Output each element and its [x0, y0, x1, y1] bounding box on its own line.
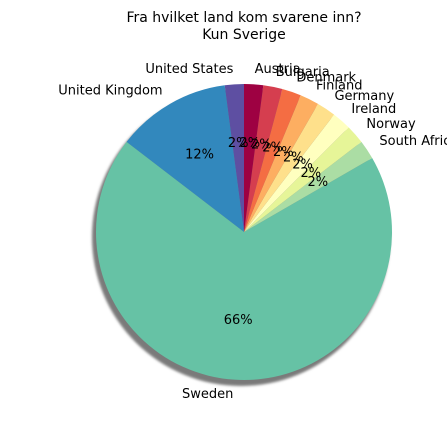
percent-label-ireland: 2%: [292, 158, 313, 173]
pie-slice-norway: [244, 127, 362, 232]
percent-label-sweden: 66%: [224, 313, 253, 328]
percent-label-denmark: 2%: [262, 140, 283, 155]
percent-label-norway: 2%: [300, 166, 321, 181]
slice-label-united-states: United States: [145, 62, 233, 77]
chart-title: Fra hvilket land kom svarene inn?: [126, 10, 361, 26]
slice-label-south-africa: South Africa: [379, 134, 447, 149]
slice-label-bulgaria: Bulgaria: [276, 65, 330, 80]
pie-slice-austria: [244, 84, 264, 232]
pie-slices: [96, 84, 393, 381]
chart-subtitle: Kun Sverige: [202, 27, 286, 43]
pie-slice-united-states: [224, 84, 244, 232]
pie-slice-south-africa: [244, 141, 373, 232]
pie-slice-denmark: [244, 89, 301, 233]
slice-label-sweden: Sweden: [182, 387, 233, 402]
pie-slice-united-kingdom: [126, 85, 244, 232]
pie-slice-germany: [244, 103, 335, 232]
percent-label-united-states: 2%: [228, 136, 249, 151]
percent-labels: 2%12%66%2%2%2%2%2%2%2%2%: [185, 136, 328, 328]
slice-labels: United States United Kingdom Sweden South A…: [58, 62, 447, 402]
percent-label-germany: 2%: [283, 151, 304, 166]
pie-slice-bulgaria: [244, 85, 283, 232]
slice-label-norway: Norway: [366, 117, 416, 132]
slice-label-austria: Austria: [255, 62, 301, 77]
pie-slice-sweden: [96, 141, 393, 381]
slice-label-finland: Finland: [316, 78, 362, 93]
percent-label-south-africa: 2%: [308, 175, 329, 190]
slice-label-denmark: Denmark: [296, 70, 356, 85]
pie-slice-ireland: [244, 114, 349, 232]
slice-label-ireland: Ireland: [351, 102, 396, 117]
slice-label-united-kingdom: United Kingdom: [58, 84, 162, 99]
percent-label-austria: 2%: [239, 136, 260, 151]
percent-label-united-kingdom: 12%: [185, 148, 214, 163]
pie-slice-finland: [244, 95, 318, 232]
slice-label-germany: Germany: [334, 89, 394, 104]
percent-label-finland: 2%: [273, 145, 294, 160]
percent-label-bulgaria: 2%: [251, 137, 272, 152]
